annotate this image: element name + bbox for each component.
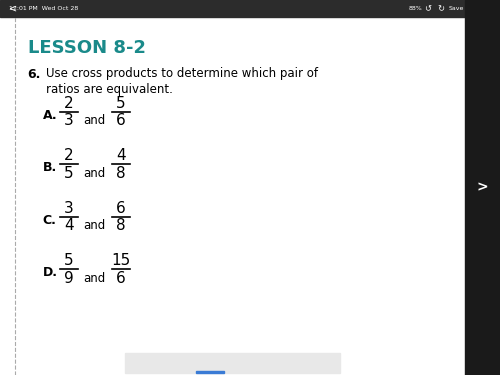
Text: B.: B. bbox=[42, 161, 57, 174]
Text: D.: D. bbox=[42, 266, 58, 279]
Text: ratios are equivalent.: ratios are equivalent. bbox=[46, 83, 173, 96]
Text: /: / bbox=[238, 358, 242, 368]
Text: and: and bbox=[83, 114, 105, 127]
Text: 6: 6 bbox=[116, 271, 126, 286]
Text: and: and bbox=[83, 219, 105, 232]
Text: 4: 4 bbox=[116, 148, 126, 163]
Text: 88%: 88% bbox=[408, 6, 422, 11]
Text: 5: 5 bbox=[116, 96, 126, 111]
Text: 5: 5 bbox=[64, 166, 74, 181]
Bar bbox=[0, 0, 465, 17]
Text: 2: 2 bbox=[64, 96, 74, 111]
Text: A.: A. bbox=[42, 109, 57, 122]
Text: 3: 3 bbox=[64, 201, 74, 216]
Text: △: △ bbox=[296, 358, 304, 368]
Text: C.: C. bbox=[42, 214, 56, 227]
Text: <: < bbox=[9, 4, 17, 13]
Text: 8: 8 bbox=[116, 218, 126, 233]
Text: LESSON 8-2: LESSON 8-2 bbox=[28, 39, 146, 57]
Text: □: □ bbox=[146, 358, 154, 368]
Text: 3: 3 bbox=[64, 113, 74, 128]
Text: >: > bbox=[476, 180, 488, 195]
Text: and: and bbox=[83, 167, 105, 180]
Text: ↺: ↺ bbox=[424, 4, 431, 13]
Text: 6: 6 bbox=[116, 201, 126, 216]
Text: 4: 4 bbox=[64, 218, 74, 233]
Text: ↻: ↻ bbox=[438, 4, 444, 13]
Text: 2: 2 bbox=[64, 148, 74, 163]
Bar bbox=[465, 0, 500, 375]
Text: 6: 6 bbox=[116, 113, 126, 128]
Text: 15: 15 bbox=[112, 253, 130, 268]
Bar bbox=[196, 370, 224, 373]
Text: 6.: 6. bbox=[28, 68, 41, 81]
Text: and: and bbox=[83, 272, 105, 285]
Text: 8: 8 bbox=[116, 166, 126, 181]
Text: 12:01 PM  Wed Oct 28: 12:01 PM Wed Oct 28 bbox=[9, 6, 78, 11]
Text: ■: ■ bbox=[176, 358, 184, 368]
Text: Save: Save bbox=[448, 6, 464, 11]
Bar bbox=[125, 352, 340, 373]
Text: /: / bbox=[268, 358, 272, 368]
Text: Use cross products to determine which pair of: Use cross products to determine which pa… bbox=[46, 68, 318, 81]
Text: 5: 5 bbox=[64, 253, 74, 268]
Text: ✏: ✏ bbox=[206, 358, 214, 368]
Text: 9: 9 bbox=[64, 271, 74, 286]
